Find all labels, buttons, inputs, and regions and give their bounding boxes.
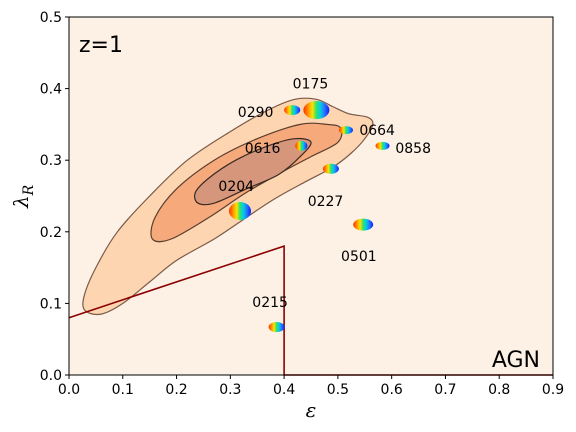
redshift-label: z=1 [79,33,123,58]
galaxy-label-0616: 0616 [245,141,281,157]
y-ticks: 0.0 0.1 0.2 0.3 0.4 0.5 [40,10,69,384]
galaxy-0204 [229,202,252,221]
contour-inner [194,137,312,206]
y-tick-label: 0.1 [40,296,62,312]
x-tick-label: 0.7 [434,382,456,398]
x-tick-label: 0.2 [165,382,187,398]
y-tick-label: 0.2 [40,225,62,241]
galaxy-0227 [322,163,339,174]
galaxy-0664 [338,126,353,135]
x-tick-label: 0.6 [381,382,403,398]
y-tick-label: 0.3 [40,153,62,169]
galaxy-label-0290: 0290 [238,105,274,121]
galaxy-group [229,101,390,333]
x-tick-label: 0.8 [488,382,510,398]
y-axis-label: λR [9,184,37,209]
plot-frame [68,16,554,376]
galaxy-label-0215: 0215 [252,295,288,311]
x-tick-label: 0.9 [542,382,564,398]
galaxy-label-0501: 0501 [341,249,377,265]
galaxy-0290 [284,105,301,116]
x-axis-label: ε [306,398,317,422]
galaxy-label-0204: 0204 [218,179,254,195]
galaxy-label-0227: 0227 [308,194,344,210]
galaxy-0501 [353,218,374,231]
x-ticks: 0.0 0.1 0.2 0.3 0.4 0.5 0.6 0.7 0.8 0.9 [58,375,564,398]
galaxy-label-0175: 0175 [293,77,329,93]
galaxy-label-0858: 0858 [395,141,431,157]
y-tick-label: 0.4 [40,82,62,98]
galaxy-0175 [303,101,330,120]
x-tick-label: 0.3 [219,382,241,398]
x-tick-label: 0.1 [112,382,134,398]
galaxy-0215 [268,322,285,333]
contour-group [82,97,374,316]
y-axis-label-main: λ [9,195,33,209]
galaxy-label-0664: 0664 [359,123,395,139]
x-tick-label: 0.4 [273,382,295,398]
galaxy-0616 [295,140,308,151]
galaxy-0858 [375,141,390,150]
x-tick-label: 0.5 [327,382,349,398]
y-tick-label: 0.5 [40,10,62,26]
y-tick-label: 0.0 [40,368,62,384]
y-axis-label-subscript: R [21,184,37,196]
agn-label: AGN [492,348,540,373]
x-tick-label: 0.0 [58,382,80,398]
